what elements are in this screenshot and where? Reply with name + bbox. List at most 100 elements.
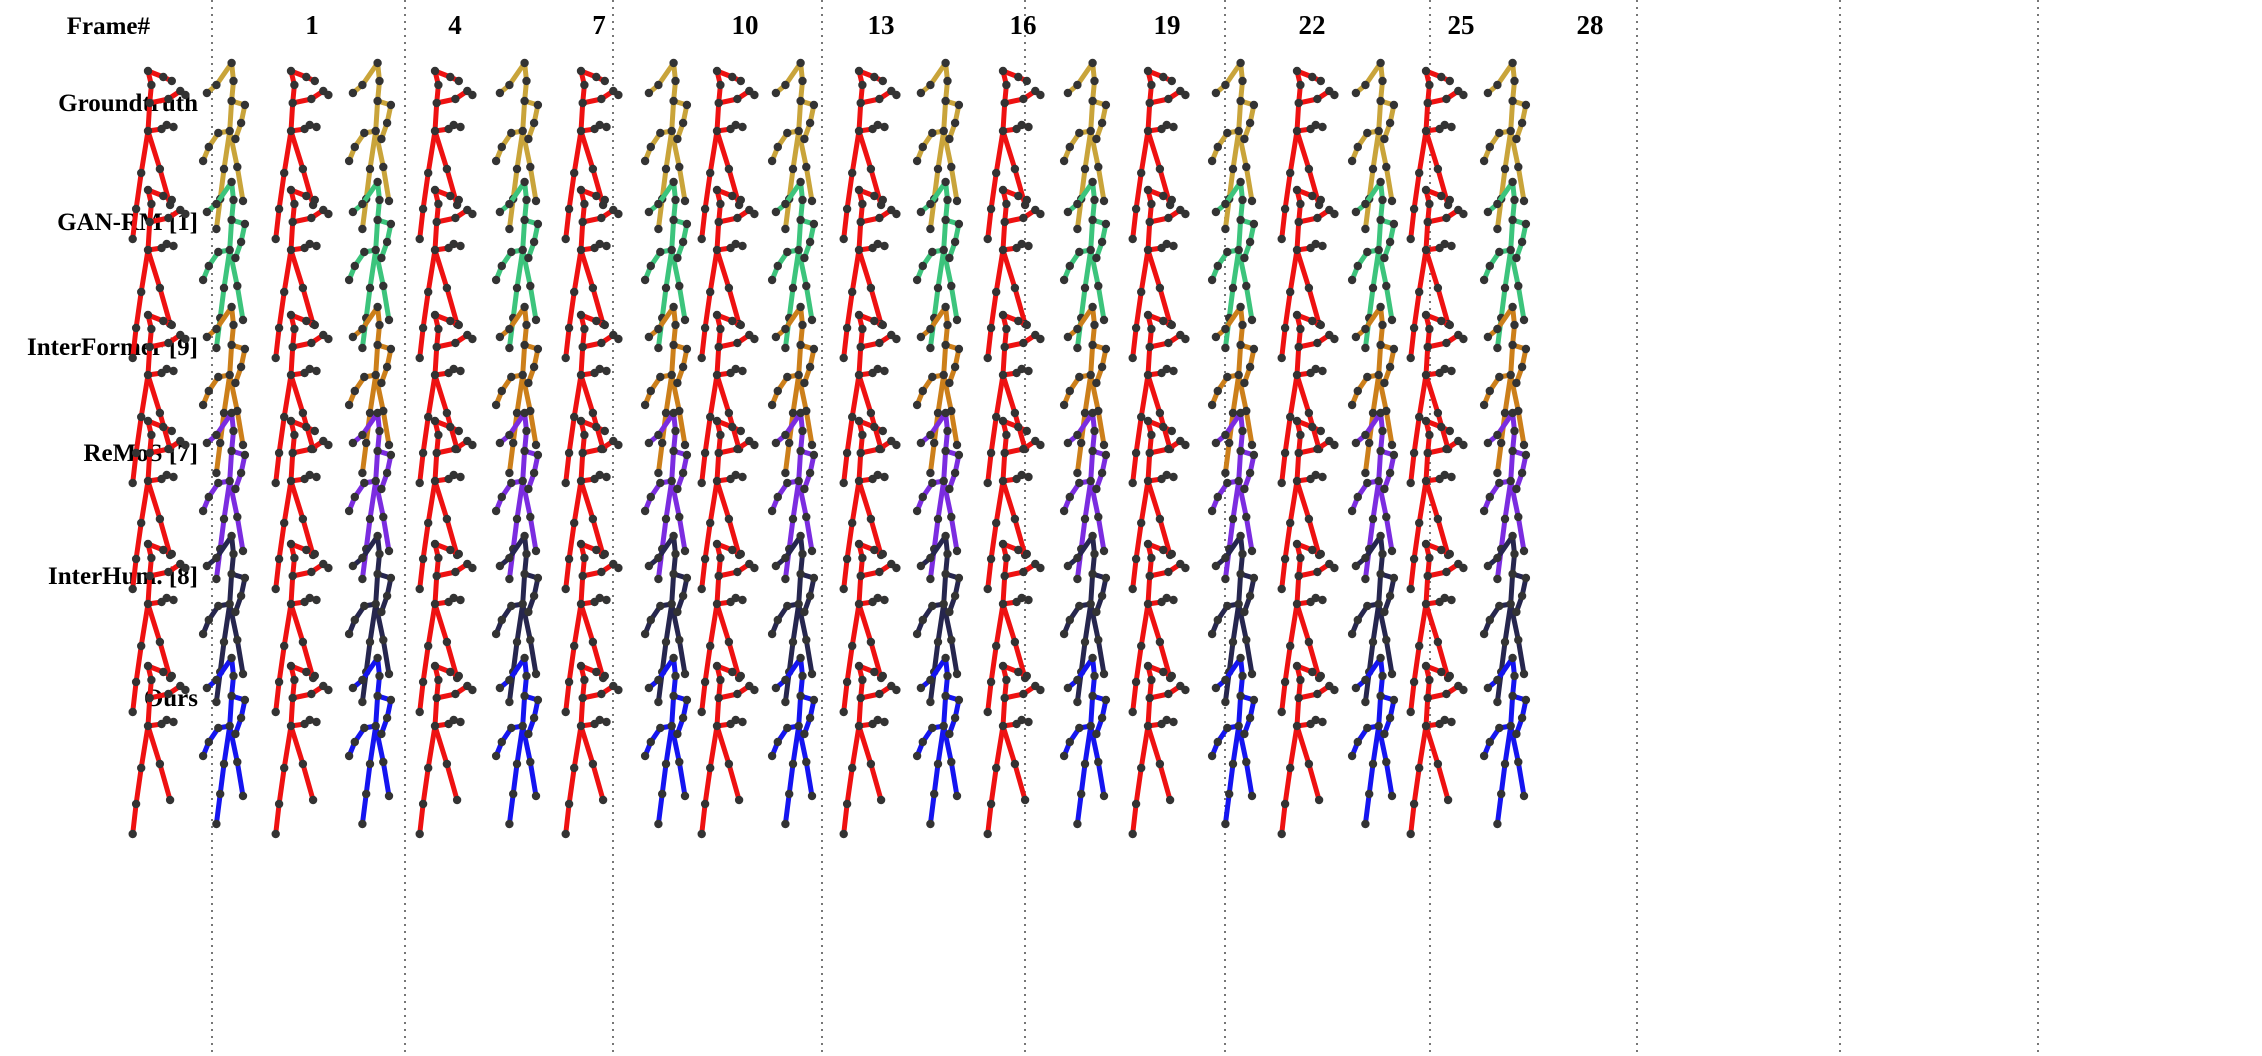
reference-bone [1294,573,1302,607]
reference-bone [133,520,144,562]
predicted-bone [359,440,369,476]
joint-dot [159,545,168,555]
joint-dot [451,94,460,104]
joint-dot [595,239,604,249]
joint-dot [943,426,952,436]
joint-dot [274,677,284,687]
joint-dot [1223,478,1232,488]
predicted-bone [1362,179,1384,207]
reference-bone [1145,372,1163,416]
joint-dot [1517,468,1527,478]
joint-dot [788,283,798,293]
joint-dot [219,759,229,769]
joint-dot [371,476,380,486]
joint-dot [654,324,663,334]
predicted-bone [676,283,688,323]
joint-dot [531,315,541,325]
joint-dot [379,512,388,522]
joint-dot [271,707,280,717]
predicted-bone [359,179,381,207]
joint-dot [373,569,382,579]
joint-dot [1385,237,1395,247]
reference-bone [1408,801,1417,837]
joint-dot [1159,72,1168,82]
joint-dot [430,310,440,320]
joint-dot [1143,370,1153,380]
joint-dot [848,763,857,773]
joint-dot [302,191,311,201]
predicted-bone [227,217,235,253]
joint-dot [212,80,221,90]
predicted-bone [1074,179,1096,207]
predicted-bone [520,247,533,289]
joint-dot [1353,615,1363,625]
joint-dot [785,438,794,448]
joint-dot [682,573,692,583]
joint-dot [870,316,879,326]
joint-dot [520,691,529,701]
reference-bone [714,695,722,729]
joint-dot [424,287,433,297]
joint-dot [1221,199,1230,209]
joint-dot [159,422,168,432]
predicted-bone [1383,759,1395,799]
joint-dot [564,554,574,564]
joint-dot [839,234,848,244]
predicted-bone [227,247,240,289]
frame-number: 19 [1154,10,1181,40]
joint-dot [880,241,889,251]
joint-dot [1286,287,1295,297]
joint-dot [424,641,433,651]
joint-dot [712,66,722,76]
joint-dot [1313,567,1322,577]
reference-bone [138,247,151,295]
reference-bone [1000,695,1008,729]
joint-dot [518,599,527,609]
reference-bone [130,325,139,361]
joint-dot [434,675,443,685]
joint-dot [1409,448,1419,458]
joint-dot [1361,553,1370,563]
joint-dot [522,320,531,330]
joint-dot [1409,677,1419,687]
joint-dot [561,829,570,839]
joint-dot [1024,472,1033,482]
joint-dot [1101,450,1111,460]
joint-dot [225,245,234,255]
reference-bone [1133,643,1144,685]
joint-dot [350,492,359,502]
joint-dot [1059,751,1069,761]
joint-dot [1014,545,1023,555]
joint-dot [1421,721,1431,731]
joint-dot [1421,245,1431,255]
joint-dot [520,569,529,579]
predicted-bone [510,285,520,321]
joint-dot [227,177,236,187]
joint-dot [1421,599,1431,609]
joint-dot [509,789,518,799]
joint-dot [1247,440,1257,450]
joint-dot [870,545,879,555]
joint-dot [375,320,384,330]
joint-dot [1088,58,1097,68]
joint-dot [430,185,440,195]
joint-dot [529,713,539,723]
predicted-bone [1078,516,1088,552]
joint-dot [214,478,223,488]
joint-dot [377,378,386,388]
joint-dot [1361,574,1370,584]
joint-dot [1221,468,1230,478]
joint-dot [145,571,154,581]
joint-dot [1099,791,1109,801]
reference-bone [1287,128,1300,176]
joint-dot [204,737,213,747]
reference-bone [1279,679,1288,715]
joint-dot [298,759,308,769]
predicted-bone [948,164,960,204]
joint-dot [446,316,455,326]
joint-dot [1094,635,1103,645]
joint-dot [1234,245,1243,255]
joint-dot [1311,239,1320,249]
joint-dot [379,635,388,645]
